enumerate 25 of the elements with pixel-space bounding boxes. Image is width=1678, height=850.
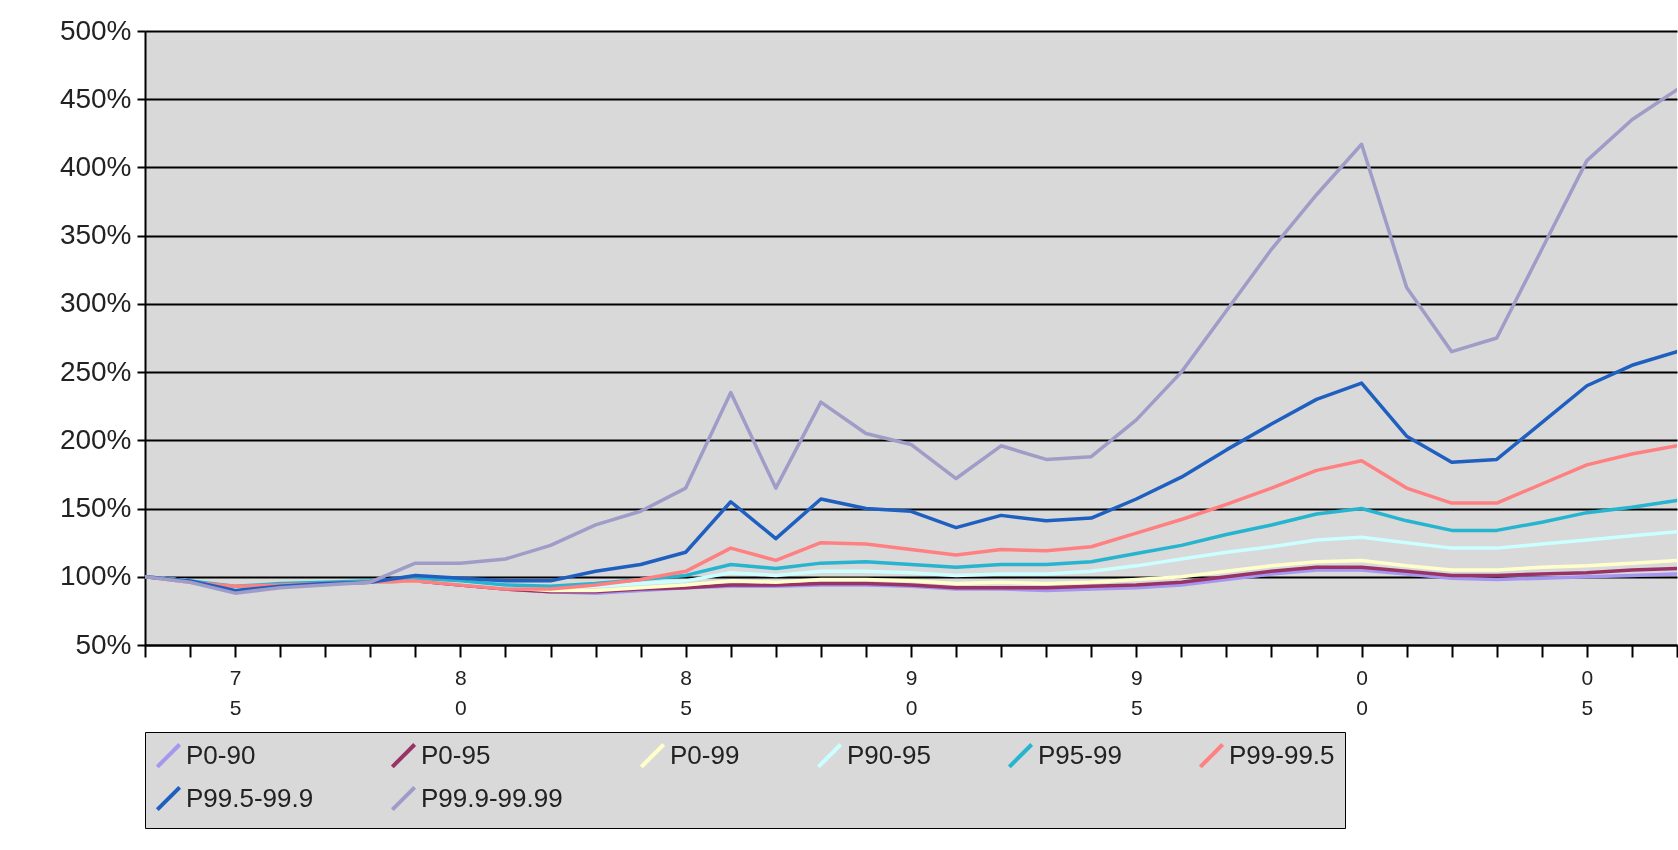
y-tick-label: 100%	[59, 560, 132, 592]
x-tick-label: 00	[1356, 665, 1368, 719]
y-tick-label: 300%	[59, 287, 132, 319]
legend-label: P99-99.5	[1229, 739, 1335, 770]
legend-label: P95-99	[1038, 739, 1122, 770]
y-tick-label: 400%	[59, 150, 132, 182]
y-tick-label: 500%	[59, 14, 132, 46]
x-tick-label: 85	[680, 665, 693, 719]
y-tick-label: 200%	[59, 423, 132, 455]
x-tick-label: 05	[1581, 665, 1594, 719]
y-tick-label: 450%	[59, 82, 132, 114]
legend-label: P99.5-99.9	[186, 782, 314, 813]
legend-label: P0-90	[186, 739, 256, 770]
x-tick-label: 80	[455, 665, 467, 719]
x-tick-label: 90	[905, 665, 918, 719]
legend-label: P99.9-99.99	[421, 782, 563, 813]
x-tick-label: 95	[1130, 665, 1143, 719]
legend-label: P90-95	[847, 739, 931, 770]
y-tick-label: 150%	[59, 492, 132, 524]
legend-label: P0-99	[670, 739, 740, 770]
y-tick-label: 50%	[75, 628, 132, 660]
y-tick-label: 250%	[59, 355, 132, 387]
x-tick-label: 75	[229, 665, 242, 719]
legend-label: P0-95	[421, 739, 491, 770]
y-tick-label: 350%	[59, 219, 132, 251]
